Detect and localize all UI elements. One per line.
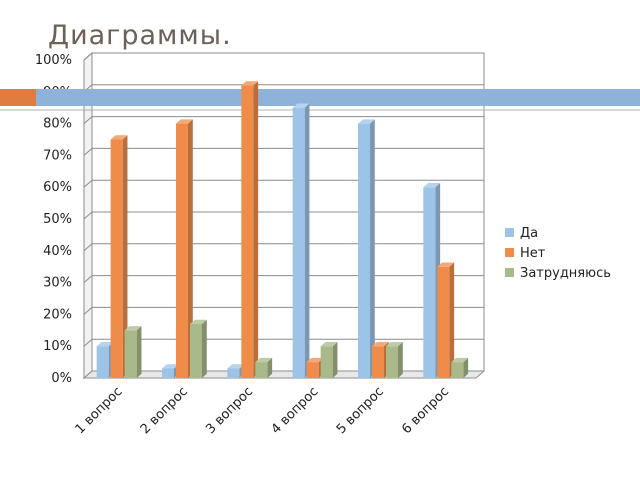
bar-front (358, 123, 370, 378)
bar-front (190, 323, 202, 378)
bar-side (267, 357, 273, 378)
bar-side (122, 135, 128, 378)
gridline (83, 306, 484, 315)
x-category-label: 3 вопрос (203, 384, 256, 437)
bar-top (451, 357, 469, 363)
legend-label: Нет (520, 246, 546, 261)
bar-front (292, 107, 305, 378)
bar-top (176, 119, 193, 124)
bar-front (241, 85, 254, 378)
bar-top (124, 326, 142, 331)
bar-side (188, 119, 193, 379)
bar (437, 262, 455, 378)
bar-side (253, 81, 259, 379)
legend-swatch (505, 228, 514, 237)
bar-side (136, 326, 142, 378)
bar-front (110, 139, 123, 378)
gridline (83, 147, 484, 156)
bar-front (306, 362, 319, 378)
legend-swatch (505, 268, 514, 277)
bar (292, 103, 310, 378)
gridline (83, 243, 484, 252)
slide-title: Диаграммы. (48, 20, 232, 51)
bar-side (202, 319, 207, 378)
bar (320, 342, 338, 378)
bar (124, 326, 142, 378)
bar-top (386, 342, 403, 347)
y-tick-label: 20% (43, 307, 72, 322)
gridline (83, 275, 484, 283)
bar-front (227, 368, 240, 378)
bar-front (124, 330, 137, 378)
bar-top (96, 342, 114, 347)
bar-side (463, 357, 469, 378)
gridline (83, 338, 484, 347)
bar (255, 357, 273, 378)
bar-side (332, 342, 338, 378)
bar (358, 119, 375, 379)
bar-top (162, 364, 179, 369)
y-tick-label: 70% (43, 148, 72, 163)
bar-top (320, 342, 338, 347)
bar (190, 319, 207, 378)
gridline (83, 179, 484, 188)
bar-front (423, 187, 436, 378)
y-tick-label: 80% (43, 117, 72, 132)
bar-top (437, 262, 455, 267)
bar-top (190, 319, 207, 324)
bar-front (451, 362, 464, 378)
bar-side (449, 262, 455, 378)
bar-top (110, 135, 128, 140)
y-tick-label: 50% (43, 212, 72, 227)
bar (241, 81, 259, 379)
bar (110, 135, 128, 378)
gridline (83, 116, 484, 124)
bar (451, 357, 469, 378)
bar-top (241, 81, 259, 86)
y-tick-label: 10% (43, 339, 72, 354)
bar-front (437, 266, 450, 378)
bar-top (306, 357, 324, 363)
x-category-label: 4 вопрос (269, 384, 322, 437)
bar-top (255, 357, 273, 363)
bar (176, 119, 193, 379)
legend-swatch (505, 248, 514, 257)
bar-top (292, 103, 310, 108)
x-category-label: 5 вопрос (334, 384, 387, 437)
bar-top (372, 342, 389, 347)
bar-front (320, 346, 333, 378)
x-category-label: 2 вопрос (138, 384, 191, 437)
bar-side (398, 342, 403, 378)
bar-front (96, 346, 109, 378)
bar-front (372, 346, 384, 378)
y-tick-label: 40% (43, 244, 72, 259)
bar (386, 342, 403, 378)
y-tick-label: 0% (51, 371, 72, 386)
y-tick-label: 30% (43, 276, 72, 291)
x-category-label: 1 вопрос (73, 384, 126, 437)
legend-label: Да (520, 226, 538, 241)
bar-front (162, 368, 174, 378)
bar-top (227, 364, 245, 369)
gridline (83, 52, 484, 61)
y-tick-label: 100% (35, 53, 72, 68)
bar-front (255, 362, 268, 378)
accent-block (0, 89, 36, 106)
bar-front (386, 346, 398, 378)
bar-top (423, 183, 441, 188)
y-tick-label: 60% (43, 180, 72, 195)
legend-label: Затрудняюсь (520, 266, 611, 281)
bar-side (304, 103, 310, 378)
bar-top (358, 119, 375, 124)
gridline (83, 211, 484, 220)
bar-front (176, 123, 188, 378)
bar-side (370, 119, 375, 379)
x-category-label: 6 вопрос (399, 384, 452, 437)
accent-band (0, 89, 640, 106)
